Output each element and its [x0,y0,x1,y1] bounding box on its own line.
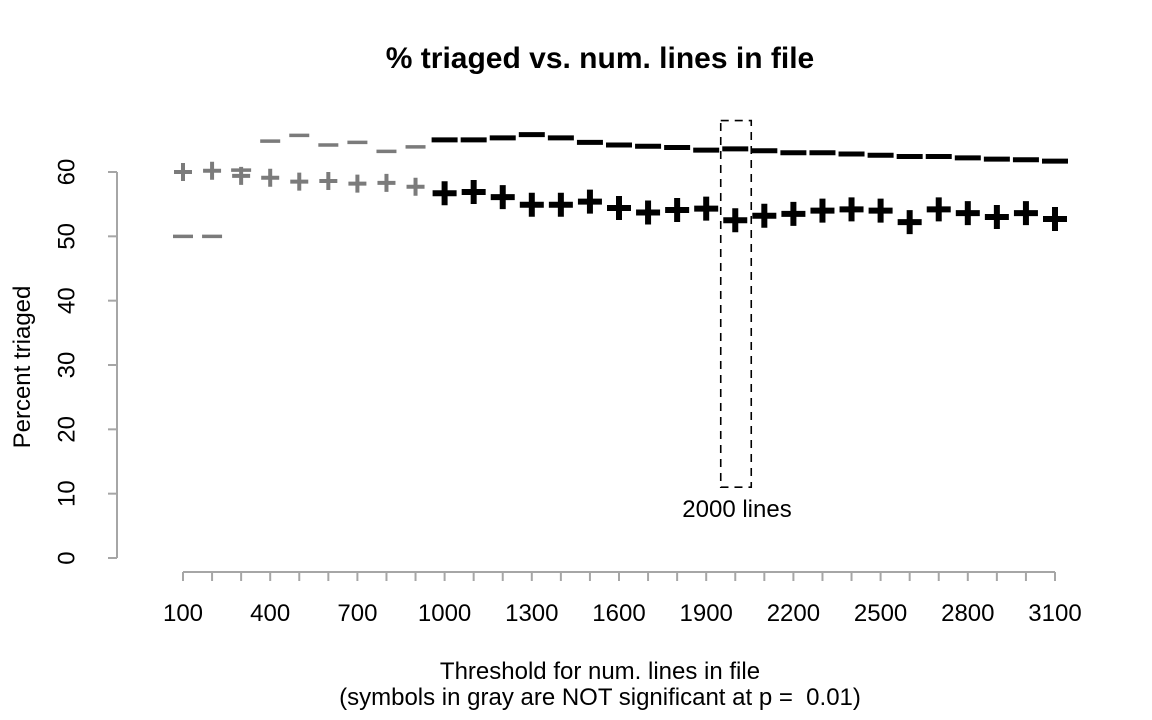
x-tick-label: 1000 [418,600,471,627]
y-tick-label: 0 [54,551,81,564]
data-point-plus [261,168,280,187]
data-point-plus [461,179,486,204]
data-point-plus [1043,206,1067,231]
annotation-label: 2000 lines [682,496,792,523]
y-tick-label: 50 [54,223,81,250]
data-point-plus [232,166,251,185]
y-tick-label: 20 [54,416,81,443]
y-axis-title: Percent triaged [9,285,36,449]
x-tick-label: 700 [337,600,377,627]
x-axis-title: Threshold for num. lines in file [439,658,761,685]
data-point-plus [723,208,748,233]
data-point-plus [319,172,338,191]
y-tick-label: 40 [54,287,81,314]
x-tick-label: 1900 [680,600,733,627]
data-point-plus [1013,201,1038,226]
data-point-plus [348,174,367,193]
y-tick-label: 60 [54,159,81,186]
x-axis-subtitle: (symbols in gray are NOT significant at … [339,684,861,711]
x-tick-label: 3100 [1028,600,1081,627]
data-point-plus [839,197,864,222]
y-tick-label: 30 [54,352,81,379]
data-point-plus [203,161,222,180]
chart-title: % triaged vs. num. lines in file [385,42,815,75]
data-point-plus [174,163,192,181]
x-tick-label: 400 [250,600,290,627]
data-point-plus [694,196,719,221]
data-point-plus [519,192,544,217]
data-point-plus [548,192,573,217]
data-point-plus [868,198,893,223]
data-point-plus [607,196,631,221]
data-point-plus [810,198,835,223]
data-point-plus [926,197,951,222]
data-point-plus [984,205,1009,230]
data-point-plus [752,203,777,228]
data-point-plus [432,181,457,206]
x-tick-label: 1300 [505,600,558,627]
highlight-box [719,119,753,489]
x-tick-label: 2800 [941,600,994,627]
x-tick-label: 1600 [592,600,645,627]
data-point-plus [897,210,922,235]
x-tick-label: 100 [163,600,203,627]
data-point-plus [955,201,980,226]
x-tick-label: 2200 [767,600,820,627]
data-point-plus [406,177,425,196]
data-point-plus [577,189,602,214]
data-point-plus [377,173,396,192]
data-point-plus [290,172,309,191]
data-point-plus [781,201,806,226]
y-tick-label: 10 [54,480,81,507]
data-point-plus [636,200,661,225]
data-point-plus [490,185,515,210]
x-tick-label: 2500 [854,600,907,627]
data-point-plus [665,197,690,222]
